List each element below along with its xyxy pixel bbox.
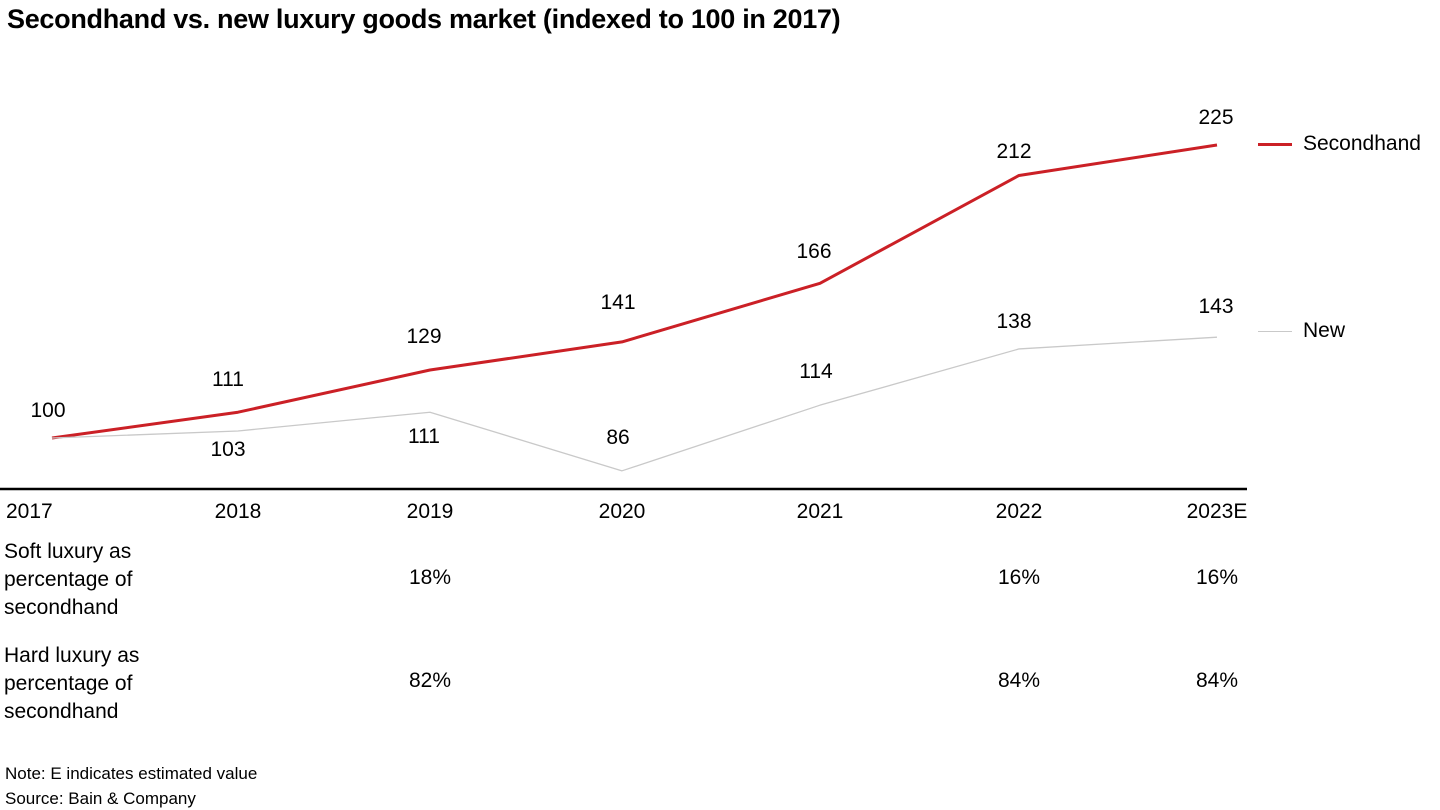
table-cell-row1-2023E: 84%: [1195, 669, 1239, 692]
new-value-label-2021: 114: [799, 360, 833, 383]
footnote: Note: E indicates estimated value: [5, 764, 258, 783]
secondhand-value-label-2021: 166: [796, 240, 832, 263]
x-axis-label-2017: 2017: [6, 500, 53, 523]
secondhand-value-label-2023E: 225: [1198, 106, 1234, 129]
table-cell-row0-2019: 18%: [408, 566, 452, 589]
x-axis-label-2020: 2020: [598, 500, 646, 523]
legend-label-secondhand: Secondhand: [1303, 132, 1421, 155]
secondhand-value-label-2020: 141: [600, 291, 636, 314]
source-note: Source: Bain & Company: [5, 789, 196, 808]
table-cell-row1-2022: 84%: [997, 669, 1041, 692]
secondhand-value-label-2019: 129: [406, 325, 442, 348]
table-cell-row0-2023E: 16%: [1195, 566, 1239, 589]
new-value-label-2020: 86: [606, 426, 630, 449]
secondhand-line: [51, 143, 1218, 440]
secondhand-line-swatch-icon: [1258, 142, 1292, 146]
new-value-label-2022: 138: [996, 310, 1032, 333]
new-line-swatch-icon: [1258, 330, 1292, 332]
x-axis-label-2022: 2022: [995, 500, 1043, 523]
secondhand-value-label-2017: 100: [30, 399, 66, 422]
table-cell-row0-2022: 16%: [997, 566, 1041, 589]
x-axis-label-2019: 2019: [406, 500, 454, 523]
legend-item-secondhand: Secondhand: [1258, 132, 1421, 156]
chart-title: Secondhand vs. new luxury goods market (…: [7, 4, 841, 34]
x-axis-label-2021: 2021: [796, 500, 844, 523]
new-value-label-2018: 103: [210, 438, 246, 461]
x-axis-label-2023E: 2023E: [1186, 500, 1248, 523]
new-line: [51, 336, 1218, 472]
legend-item-new: New: [1258, 319, 1345, 343]
secondhand-value-label-2018: 111: [212, 368, 244, 391]
new-value-label-2023E: 143: [1198, 295, 1234, 318]
table-cell-row1-2019: 82%: [408, 669, 452, 692]
table-row-label-hard-luxury: Hard luxury as percentage of secondhand: [4, 644, 140, 723]
legend-label-new: New: [1303, 319, 1346, 342]
table-row-label-soft-luxury: Soft luxury as percentage of secondhand: [4, 540, 133, 619]
secondhand-value-label-2022: 212: [996, 140, 1032, 163]
new-value-label-2019: 111: [408, 425, 440, 448]
x-axis-label-2018: 2018: [214, 500, 262, 523]
